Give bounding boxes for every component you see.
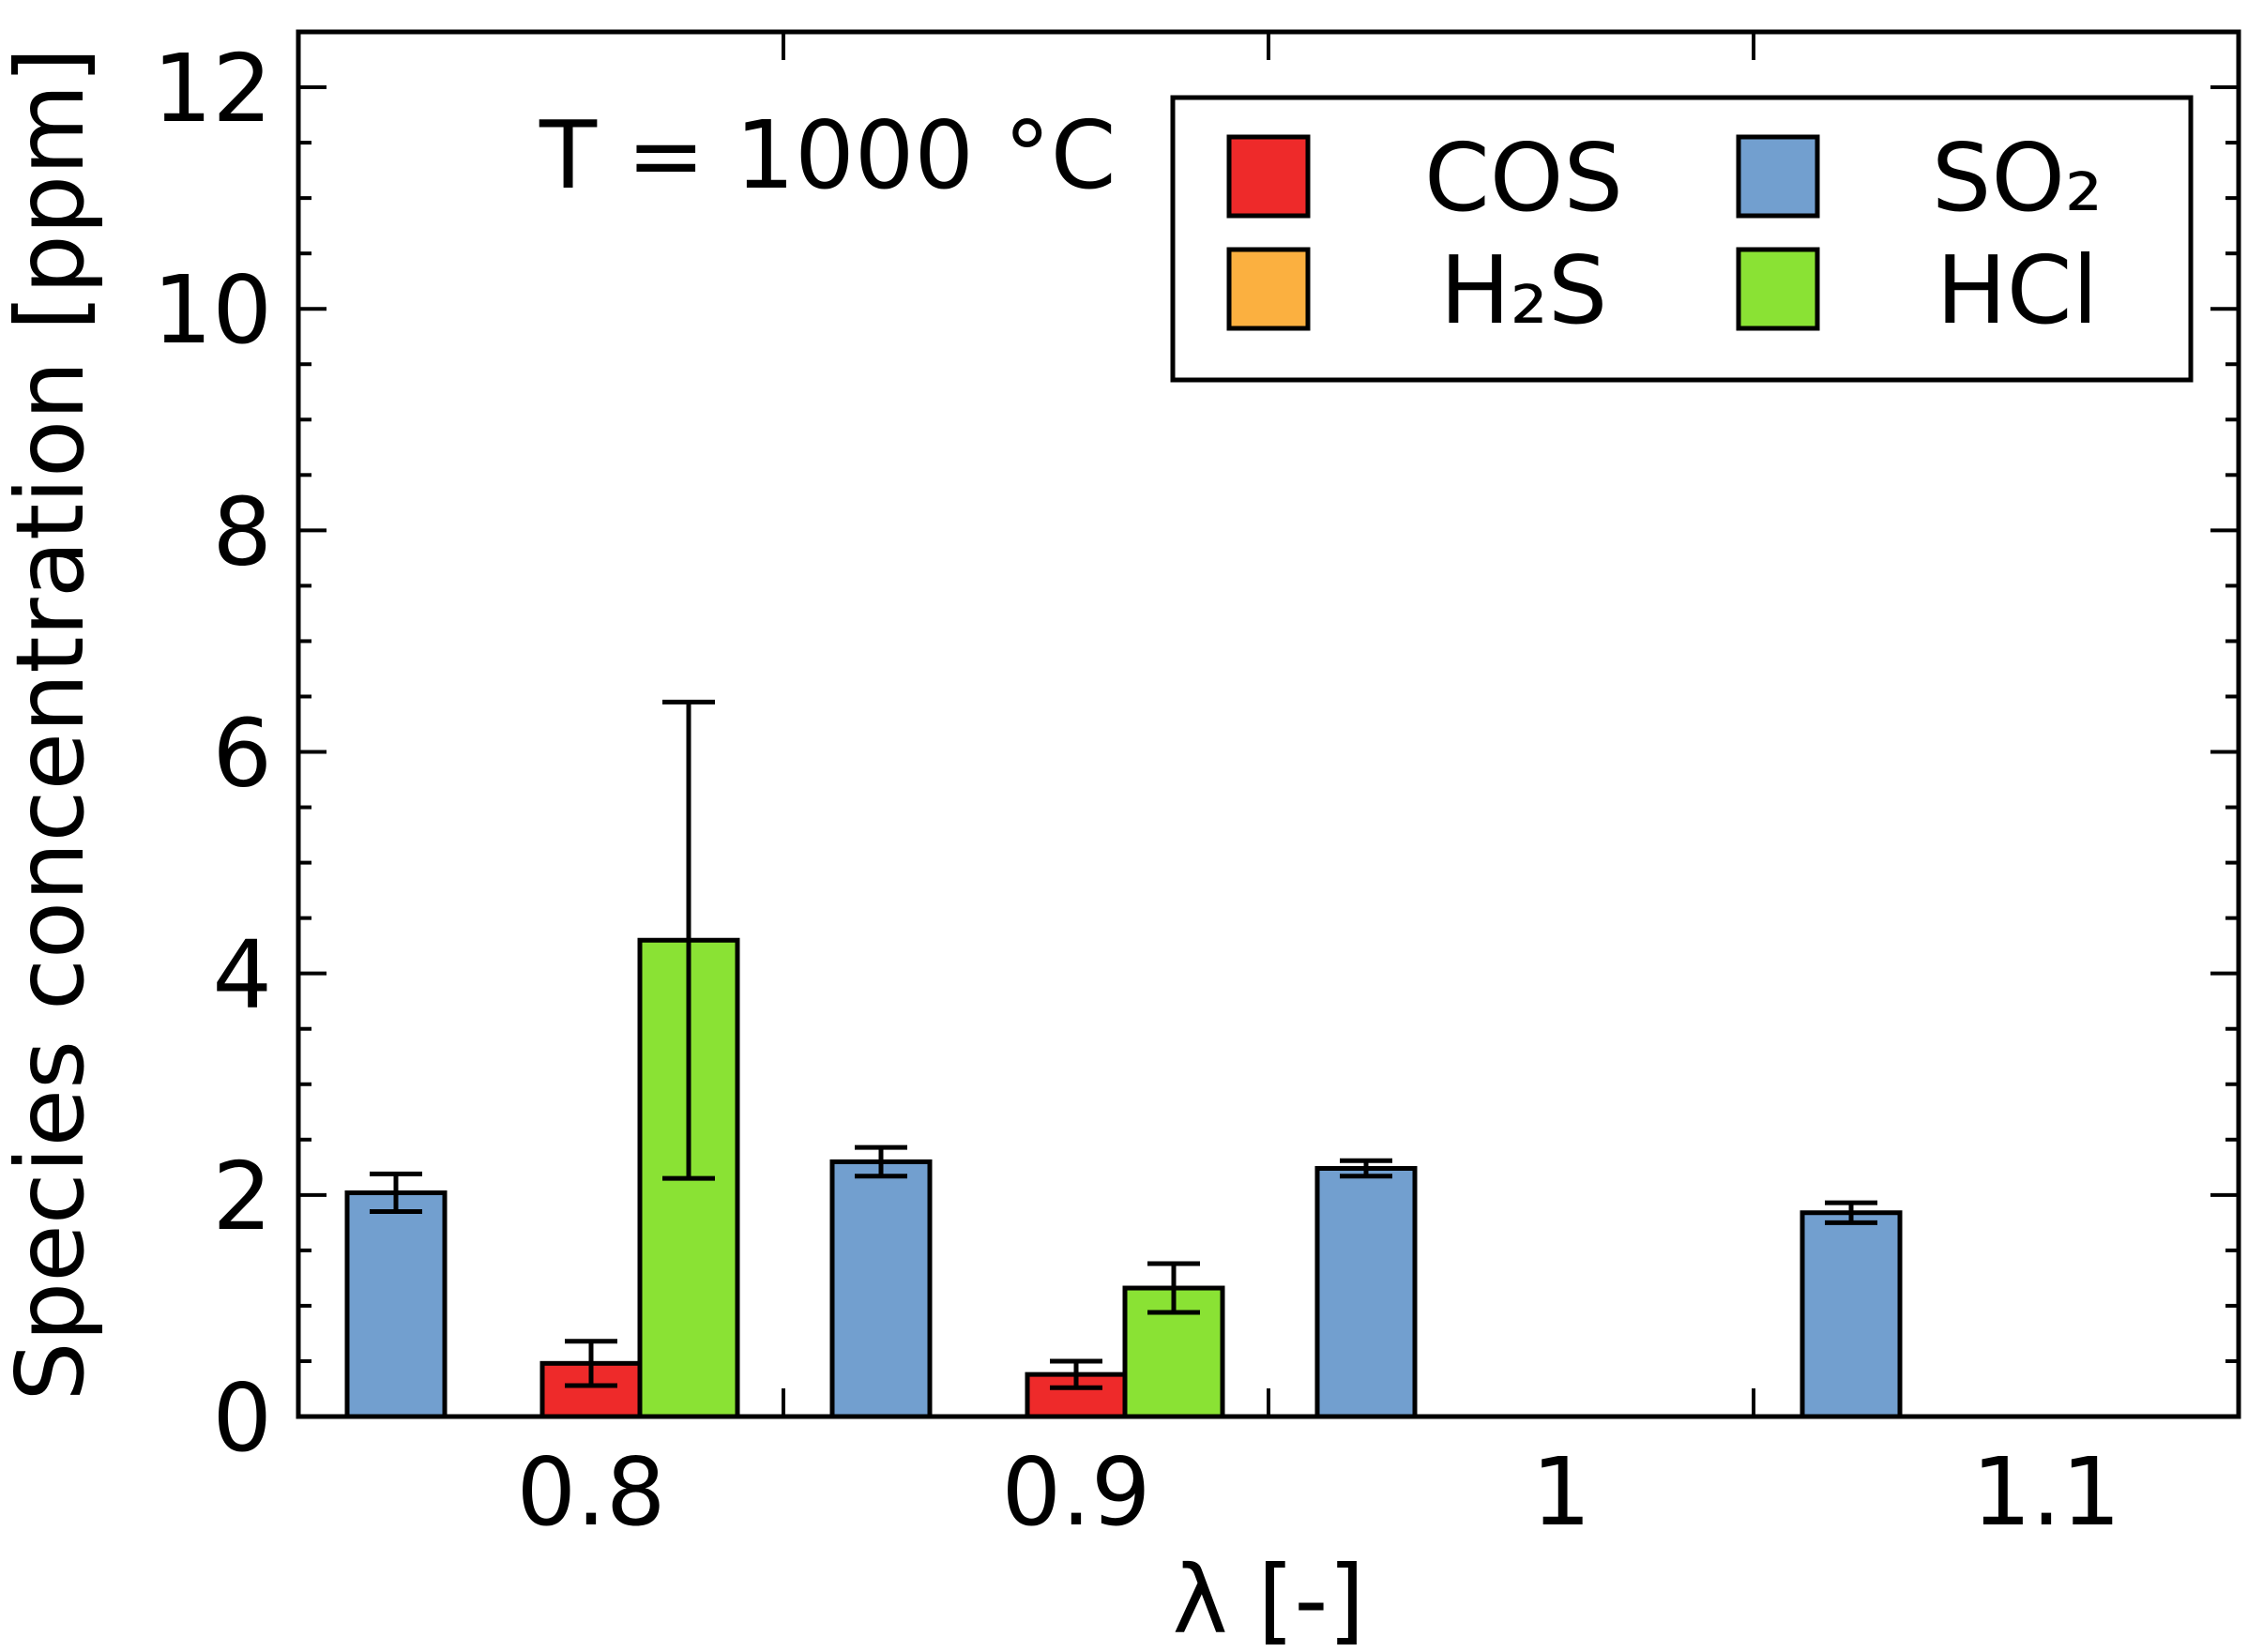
bar-so2 (829, 1159, 933, 1419)
y-tick-label: 0 (212, 1363, 272, 1473)
x-tick-label: 0.8 (516, 1437, 665, 1547)
x-tick-label: 1 (1531, 1437, 1591, 1547)
y-tick-label: 8 (212, 477, 272, 586)
error-bars (370, 699, 1877, 1390)
y-tick-labels: 0 2 4 6 8 10 12 (153, 34, 272, 1473)
legend-swatch-h2s (1226, 247, 1311, 331)
legend-swatch-hcl (1736, 247, 1820, 331)
legend-label-hcl: HCl (1937, 235, 2099, 345)
legend-swatch-cos (1226, 134, 1311, 219)
bar-so2 (344, 1190, 448, 1419)
y-tick-label: 12 (153, 34, 272, 144)
y-tick-label: 10 (153, 255, 272, 365)
y-axis-label: Species concentration [ppm] (0, 47, 105, 1401)
y-tick-label: 6 (212, 699, 272, 809)
x-axis-label: λ [-] (1172, 1545, 1364, 1652)
x-tick-labels: 0.8 0.9 1 1.1 (516, 1437, 2120, 1547)
plot-frame (296, 29, 2241, 1419)
legend-label-cos: COS (1424, 123, 1623, 233)
x-tick-label: 0.9 (1001, 1437, 1150, 1547)
y-tick-label: 2 (212, 1142, 272, 1251)
legend-swatch-so2 (1736, 134, 1820, 219)
legend-label-so2: SO₂ (1932, 123, 2103, 233)
legend-label-h2s: H₂S (1440, 235, 1608, 345)
bar-so2 (1800, 1210, 1903, 1419)
y-tick-label: 4 (212, 920, 272, 1030)
annotation: T = 1000 °C (539, 100, 1116, 210)
x-tick-label: 1.1 (1971, 1437, 2120, 1547)
legend-frame (1170, 95, 2194, 383)
bar-so2 (1314, 1166, 1418, 1419)
bars (344, 937, 1903, 1419)
legend: COS SO₂ H₂S HCl (1170, 95, 2194, 383)
